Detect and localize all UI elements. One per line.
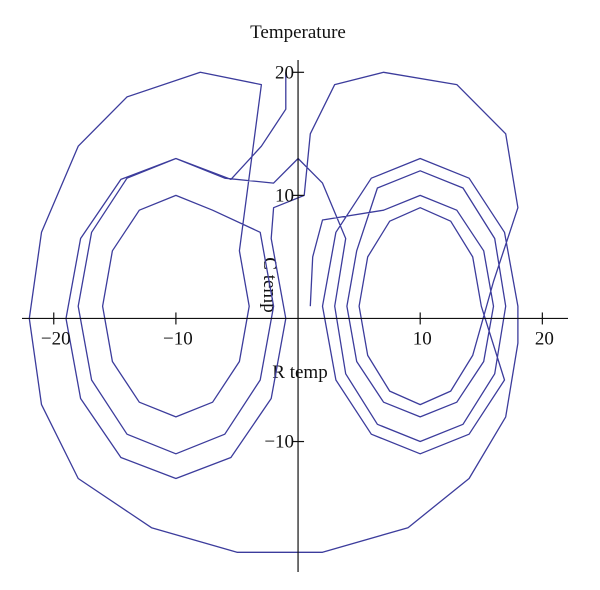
y-tick-label: 20 [275, 62, 294, 83]
y-tick-label: 10 [275, 185, 294, 206]
x-tick-label: −20 [41, 328, 71, 349]
chart-title: Temperature [250, 22, 346, 43]
y-tick-label: −10 [264, 432, 294, 453]
x-tick-label: 10 [413, 328, 432, 349]
x-tick-label: −10 [163, 328, 193, 349]
trajectory [28, 71, 519, 553]
x-tick-label: 20 [535, 328, 554, 349]
x-axis-label: R temp [272, 362, 327, 383]
